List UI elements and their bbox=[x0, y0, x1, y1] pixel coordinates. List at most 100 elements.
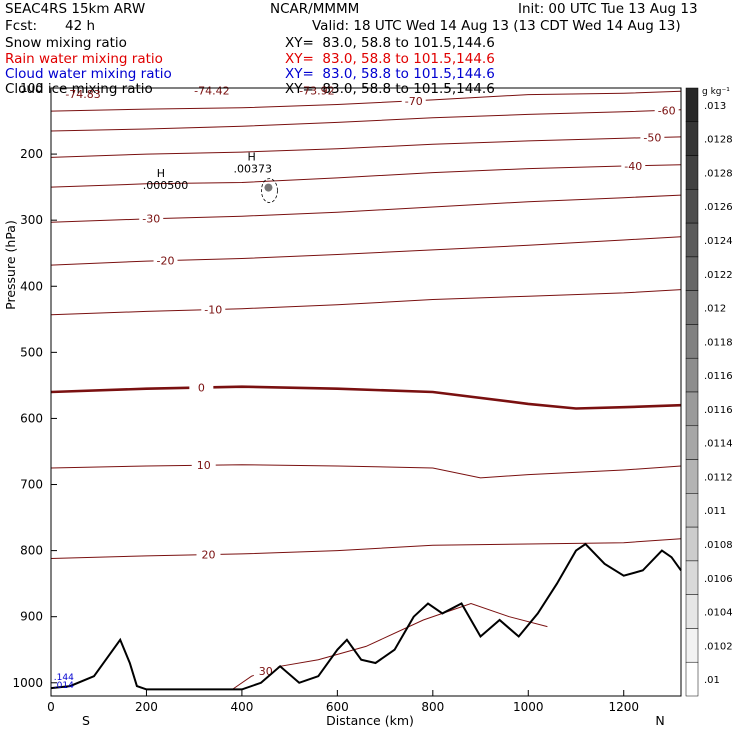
colorbar-label: .011 bbox=[704, 506, 726, 517]
contour-label: -60 bbox=[658, 104, 676, 117]
field-name-cloud-ice: Cloud ice mixing ratio bbox=[5, 81, 153, 97]
x-tick-label: 800 bbox=[421, 700, 444, 714]
contour-label: 10 bbox=[197, 459, 211, 472]
y-tick-label: 200 bbox=[20, 147, 43, 161]
extremum-value: .000500 bbox=[143, 179, 189, 192]
y-tick-label: 600 bbox=[20, 411, 43, 425]
colorbar-label: .0122 bbox=[704, 270, 733, 281]
colorbar-swatch bbox=[685, 324, 699, 359]
y-tick-label: 400 bbox=[20, 279, 43, 293]
contour-line bbox=[50, 538, 682, 559]
terrain-line bbox=[50, 542, 682, 691]
x-tick-label: 1200 bbox=[608, 700, 639, 714]
contour-label: -20 bbox=[157, 255, 175, 268]
colorbar-swatch bbox=[685, 628, 699, 663]
colorbar-label: .0108 bbox=[704, 540, 733, 551]
x-axis-label: Distance (km) bbox=[326, 713, 414, 728]
plot-frame bbox=[50, 87, 682, 697]
endpoint-left: S bbox=[82, 713, 90, 728]
field-xy-snow: XY= 83.0, 58.8 to 101.5,144.6 bbox=[285, 35, 495, 51]
extremum-marker: H bbox=[247, 151, 255, 164]
x-axis: 0 200 400 600 800 1000 1200 bbox=[47, 690, 639, 714]
colorbar-label: .0128 bbox=[704, 168, 733, 179]
contour-label-bg bbox=[401, 94, 426, 107]
contour-value-label: -74.83 bbox=[65, 88, 100, 101]
y-tick-label: 1000 bbox=[12, 676, 43, 690]
contour-value-label: -74.42 bbox=[194, 85, 229, 98]
endpoint-right: N bbox=[655, 713, 664, 728]
colorbar-swatch bbox=[685, 290, 699, 325]
field-name-cloud-water: Cloud water mixing ratio bbox=[5, 66, 172, 82]
contour-label: 0 bbox=[198, 382, 205, 395]
cloud-water-label: .014 bbox=[54, 681, 74, 691]
colorbar-label: .01 bbox=[704, 675, 720, 686]
colorbar-label: .0104 bbox=[704, 608, 733, 619]
colorbar-swatch bbox=[685, 121, 699, 156]
colorbar-label: .0118 bbox=[704, 337, 733, 348]
colorbar-swatch bbox=[685, 594, 699, 629]
colorbar-label: .012 bbox=[704, 304, 726, 315]
colorbar-swatch bbox=[685, 222, 699, 258]
cloud-ice-contour bbox=[261, 178, 278, 203]
y-tick-label: 900 bbox=[20, 610, 43, 624]
y-axis: 100 200 300 400 500 600 700 800 900 1000 bbox=[12, 81, 57, 690]
contour-label-bg bbox=[654, 104, 679, 117]
fcst-value: 42 h bbox=[65, 18, 96, 34]
y-tick-label: 300 bbox=[20, 213, 43, 227]
colorbar-swatch bbox=[685, 560, 699, 595]
colorbar-label: .0114 bbox=[704, 439, 733, 450]
center-label: NCAR/MMMM bbox=[270, 1, 360, 17]
field-xy-cloud-water: XY= 83.0, 58.8 to 101.5,144.6 bbox=[285, 66, 495, 82]
colorbar-swatch bbox=[685, 155, 699, 190]
colorbar-label: .0102 bbox=[704, 641, 733, 652]
colorbar-swatch bbox=[685, 189, 699, 224]
contour-line bbox=[50, 236, 682, 266]
contour-line bbox=[50, 385, 682, 410]
field-name-rain: Rain water mixing ratio bbox=[5, 51, 163, 67]
colorbar-swatch bbox=[685, 87, 699, 123]
y-tick-label: 100 bbox=[20, 81, 43, 95]
contour-label-bg bbox=[153, 254, 178, 267]
colorbar-label: .0106 bbox=[704, 574, 733, 585]
contour-line bbox=[50, 464, 682, 479]
colorbar-swatch bbox=[685, 425, 699, 460]
colorbar-label: .0116 bbox=[704, 371, 733, 382]
contour-line bbox=[50, 136, 682, 158]
colorbar-label: .0126 bbox=[704, 202, 733, 213]
extremum-marker: H bbox=[157, 167, 165, 180]
y-tick-label: 700 bbox=[20, 478, 43, 492]
contour-label: -70 bbox=[405, 95, 423, 108]
cloud-water-label: .144 bbox=[54, 673, 74, 683]
colorbar-swatch bbox=[685, 256, 699, 291]
contour-line bbox=[50, 289, 682, 316]
colorbar-swatch bbox=[685, 459, 699, 494]
contour-label-bg bbox=[196, 548, 221, 561]
colorbar-label: .0116 bbox=[704, 405, 733, 416]
fcst-label: Fcst: bbox=[5, 18, 38, 34]
x-tick-label: 200 bbox=[135, 700, 158, 714]
model-title: SEAC4RS 15km ARW bbox=[5, 1, 146, 17]
x-tick-label: 400 bbox=[230, 700, 253, 714]
contour-line bbox=[50, 164, 682, 188]
field-xy-rain: XY= 83.0, 58.8 to 101.5,144.6 bbox=[285, 51, 495, 67]
field-xy-cloud-ice: XY= 83.0, 58.8 to 101.5,144.6 bbox=[285, 81, 495, 97]
contour-line bbox=[50, 109, 682, 132]
temperature-contours: -70 -60 -50 -40 -30 -20 -10 0 10 20 30 bbox=[50, 90, 682, 690]
contour-label-bg bbox=[621, 159, 646, 172]
contour-label: 30 bbox=[259, 665, 273, 678]
colorbar-label: .013 bbox=[704, 101, 726, 112]
colorbar-swatch bbox=[685, 357, 699, 393]
extremum-value: .00373 bbox=[233, 163, 271, 176]
cloud-ice-core bbox=[264, 183, 273, 192]
colorbar-label: .0112 bbox=[704, 472, 733, 483]
y-tick-label: 800 bbox=[20, 544, 43, 558]
contour-value-label: -73.92 bbox=[299, 85, 334, 98]
valid-time: Valid: 18 UTC Wed 14 Aug 13 (13 CDT Wed … bbox=[312, 18, 681, 34]
init-time: Init: 00 UTC Tue 13 Aug 13 bbox=[518, 1, 698, 17]
colorbar-label: .0128 bbox=[704, 135, 733, 146]
colorbar: .013 .0128 .0128 .0126 .0124 .0122 .012 .0118 .0… bbox=[685, 87, 733, 697]
colorbar-label: .0124 bbox=[704, 236, 733, 247]
x-tick-label: 600 bbox=[326, 700, 349, 714]
